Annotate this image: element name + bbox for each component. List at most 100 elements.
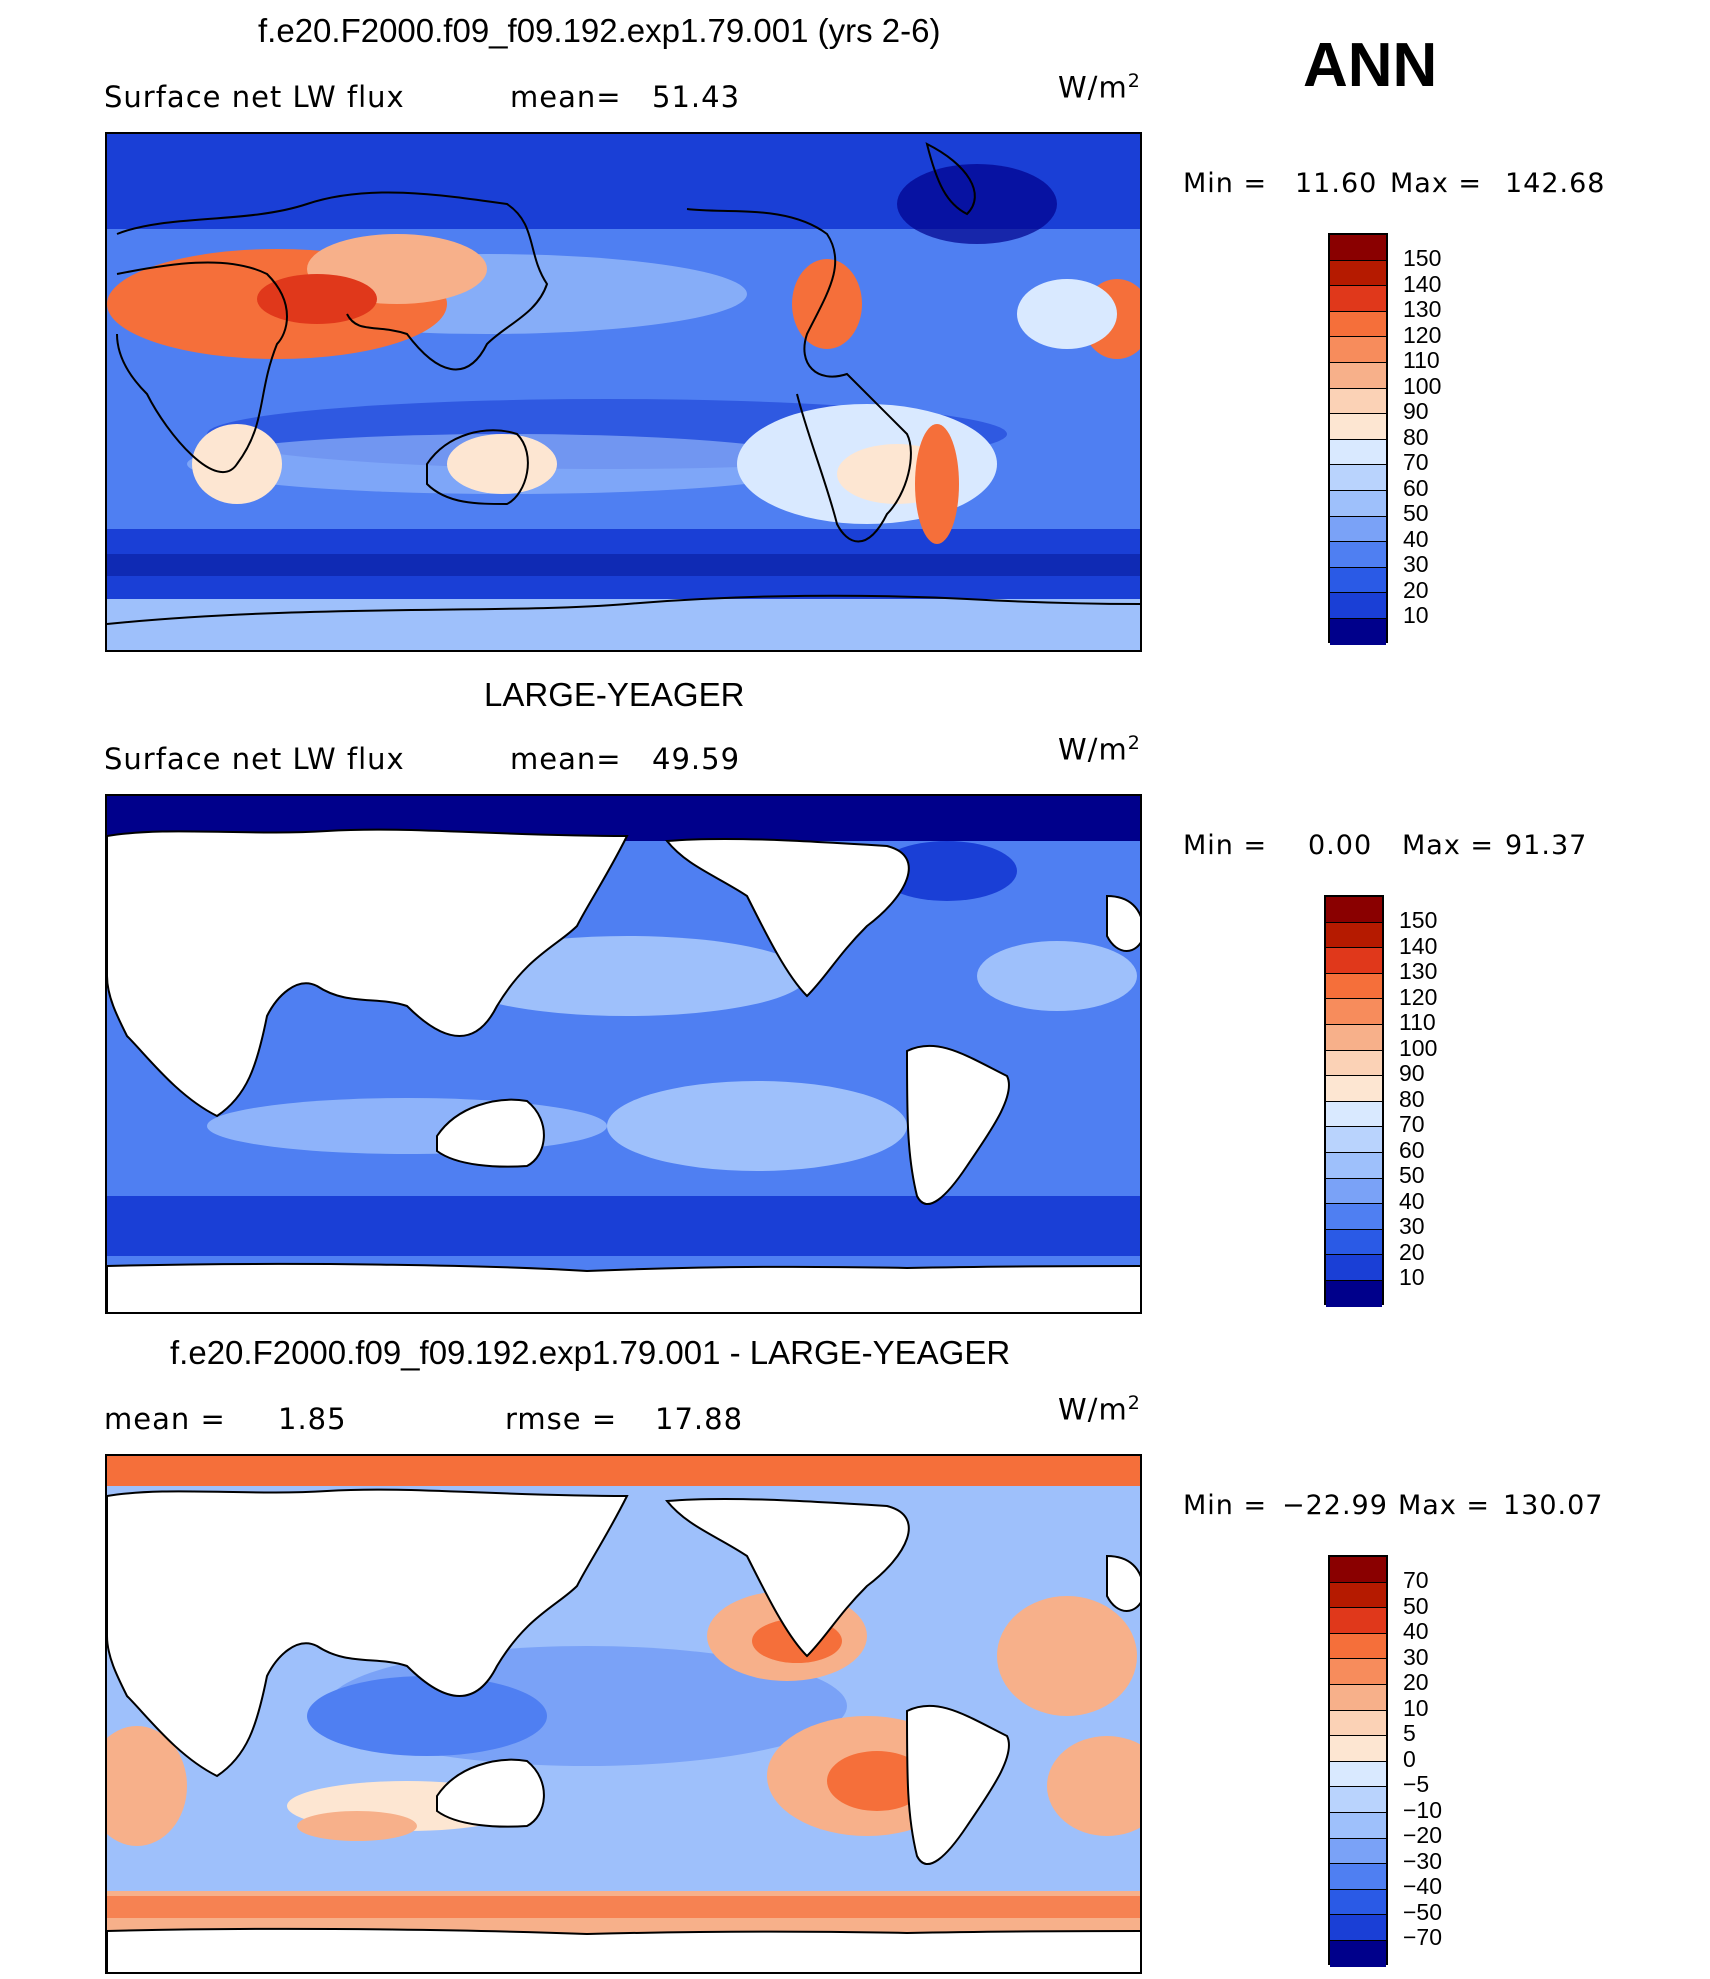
panel3-title: f.e20.F2000.f09_f09.192.exp1.79.001 - LA…: [170, 1334, 1011, 1371]
p1-mexico: [792, 259, 862, 349]
panel3-rmse-label: rmse =: [505, 1402, 618, 1436]
p3-cb-label: −5: [1403, 1771, 1430, 1797]
p3-swatch: [1330, 1659, 1386, 1685]
p2-labrador: [877, 841, 1017, 901]
p2-swatch: [1326, 1127, 1382, 1153]
p1-cb-label: 40: [1403, 525, 1429, 552]
p1-swatch: [1330, 286, 1386, 312]
panel3-min-value: −22.99: [1282, 1490, 1388, 1521]
panel3-units-sup: 2: [1127, 1392, 1141, 1414]
p3-cb-label: 20: [1403, 1669, 1429, 1695]
p1-swatch: [1330, 567, 1386, 594]
p2-cb-label: 100: [1399, 1034, 1438, 1061]
p1-atlantic-subtropics: [1017, 279, 1117, 349]
p1-swatch: [1330, 465, 1386, 491]
panel1-max-value: 142.68: [1505, 168, 1606, 199]
panel3-colorbar-labels: 70 50 40 30 20 10 5 0 −5 −10 −20 −30 −40…: [1403, 1567, 1443, 1951]
panel3-rmse-value: 17.88: [655, 1402, 744, 1436]
panel1-max-label: Max =: [1390, 168, 1483, 199]
p1-greenland: [897, 164, 1057, 244]
p3-swatch: [1330, 1582, 1386, 1609]
p3-cb-label: −40: [1403, 1873, 1443, 1899]
p2-cb-label: 30: [1399, 1213, 1425, 1239]
p2-cb-label: 150: [1399, 907, 1438, 933]
panel2-mean-label: mean=: [510, 742, 622, 776]
p1-swatch: [1330, 362, 1386, 389]
panel2-title: LARGE-YEAGER: [484, 676, 745, 713]
p1-cb-label: 140: [1403, 270, 1442, 297]
p3-swatch: [1330, 1736, 1386, 1762]
p2-cb-label: 130: [1399, 958, 1438, 984]
p1-australia: [447, 434, 557, 494]
p1-swatch: [1330, 439, 1386, 466]
panel2-colorbar: [1324, 895, 1384, 1307]
panel2-units: W/m2: [1058, 732, 1141, 767]
panel1-units-sup: 2: [1127, 70, 1141, 92]
p3-swatch: [1330, 1557, 1386, 1583]
panel1-colorbar: [1328, 233, 1388, 645]
p3-southern-core: [107, 1896, 1140, 1918]
p2-cb-label: 110: [1399, 1009, 1436, 1035]
panel3-max-value: 130.07: [1503, 1490, 1604, 1521]
p2-swatch: [1326, 999, 1382, 1025]
panel1-title: f.e20.F2000.f09_f09.192.exp1.79.001 (yrs…: [258, 12, 941, 49]
p1-cb-label: 90: [1403, 398, 1429, 424]
p1-swatch: [1330, 516, 1386, 543]
p1-cb-label: 150: [1403, 245, 1442, 271]
panel1-min-value: 11.60: [1295, 168, 1378, 199]
p2-swatch: [1326, 1229, 1382, 1256]
p3-swatch: [1330, 1889, 1386, 1916]
p2-land: [107, 828, 1140, 1312]
p3-cb-label: −30: [1403, 1847, 1443, 1874]
panel2-map-svg: [107, 796, 1140, 1312]
p3-ne-atlantic: [997, 1596, 1137, 1716]
p1-swatch: [1330, 311, 1386, 338]
p3-cb-label: −50: [1403, 1898, 1443, 1925]
p1-cb-label: 130: [1403, 296, 1442, 322]
p3-west-edge: [107, 1726, 187, 1846]
p2-south-pacific: [607, 1081, 907, 1171]
p2-swatch: [1326, 1204, 1382, 1230]
p1-southern-ocean-deep: [107, 554, 1140, 576]
p1-cb-label: 110: [1403, 347, 1440, 373]
p1-swatch: [1330, 388, 1386, 415]
panel1-mean-label: mean=: [510, 80, 622, 114]
panel3-map: [105, 1454, 1142, 1974]
p1-cb-label: 80: [1403, 423, 1429, 450]
p2-swatch: [1326, 1178, 1382, 1205]
panel2-units-sup: 2: [1127, 732, 1141, 754]
p3-arctic-band: [107, 1456, 1140, 1486]
p1-andes: [915, 424, 959, 544]
p1-swatch: [1330, 260, 1386, 287]
p1-cb-label: 30: [1403, 551, 1429, 577]
p3-swatch: [1330, 1710, 1386, 1737]
p1-swatch: [1330, 490, 1386, 517]
p3-cb-label: −70: [1403, 1924, 1443, 1950]
p2-swatch: [1326, 897, 1382, 923]
panel2-min-label: Min =: [1183, 830, 1268, 861]
panel1-colorbar-labels: 150 140 130 120 110 100 90 80 70 60 50 4…: [1403, 245, 1442, 629]
p1-antarctica: [107, 599, 1140, 650]
panel1-map: [105, 132, 1142, 652]
p3-land: [107, 1488, 1140, 1972]
p3-cb-label: −10: [1403, 1796, 1443, 1823]
panel2-variable-label: Surface net LW flux: [104, 742, 405, 776]
p2-swatch: [1326, 1076, 1382, 1102]
p2-cb-label: 20: [1399, 1238, 1425, 1265]
panel1-mean-value: 51.43: [652, 80, 741, 114]
p3-cb-label: 70: [1403, 1567, 1429, 1593]
panel3-max-label: Max =: [1398, 1490, 1491, 1521]
p3-indonesia-negative: [307, 1676, 547, 1756]
panel1-min-label: Min =: [1183, 168, 1268, 199]
season-label: ANN: [1303, 31, 1438, 100]
panel2-units-text: W/m: [1058, 732, 1128, 767]
p1-cb-label: 70: [1403, 449, 1429, 475]
p2-north-atlantic: [977, 941, 1137, 1011]
p3-swatch: [1330, 1838, 1386, 1865]
p2-indian-ocean: [207, 1098, 607, 1154]
p1-cb-label: 120: [1403, 321, 1442, 348]
p1-cb-label: 10: [1403, 602, 1429, 628]
p2-cb-label: 60: [1399, 1136, 1425, 1163]
p3-swatch: [1330, 1787, 1386, 1813]
panel3-mean-value: 1.85: [278, 1402, 347, 1436]
